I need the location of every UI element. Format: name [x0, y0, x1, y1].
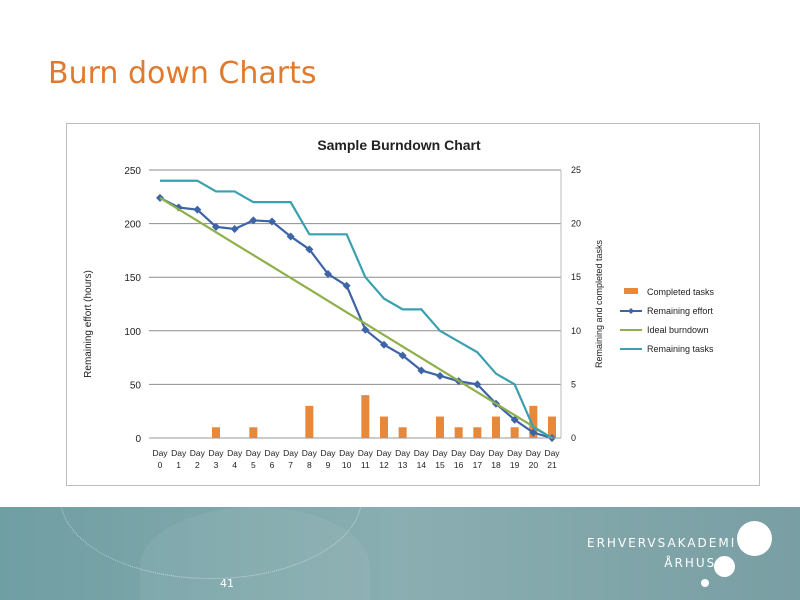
- marker-remaining-effort: [230, 224, 239, 233]
- x-tick-label: Day 8: [302, 448, 318, 470]
- x-tick-label: Day 0: [152, 448, 168, 470]
- y-axis-label: Remaining effort (hours): [83, 270, 94, 378]
- marker-remaining-effort: [361, 325, 370, 334]
- bar-completed-tasks: [473, 427, 482, 438]
- x-tick-label: Day 2: [190, 448, 206, 470]
- y2-tick-label: 10: [571, 326, 581, 336]
- x-tick-label: Day 6: [264, 448, 280, 470]
- y2-tick-label: 15: [571, 272, 581, 282]
- chart-title: Sample Burndown Chart: [317, 137, 481, 153]
- marker-remaining-effort: [529, 428, 538, 437]
- y2-tick-label: 0: [571, 433, 576, 443]
- bar-completed-tasks: [305, 405, 314, 438]
- bar-completed-tasks: [492, 416, 500, 438]
- marker-remaining-effort: [286, 232, 295, 241]
- chart-container: Sample Burndown Chart Remaining effort (…: [66, 123, 760, 486]
- legend-label: Remaining effort: [647, 306, 713, 316]
- y2-tick-label: 5: [571, 379, 576, 389]
- x-tick-label: Day 9: [320, 448, 336, 470]
- logo-line2: ÅRHUS: [664, 556, 717, 570]
- legend-label: Remaining tasks: [647, 344, 714, 354]
- legend-label: Ideal burndown: [647, 325, 709, 335]
- marker-remaining-effort: [398, 351, 407, 360]
- y-tick-label: 150: [124, 273, 141, 284]
- marker-remaining-effort: [212, 222, 220, 231]
- bar-completed-tasks: [361, 395, 370, 438]
- slide-title: Burn down Charts: [48, 56, 317, 91]
- y-tick-label: 250: [124, 166, 141, 177]
- x-tick-label: Day 20: [526, 448, 542, 470]
- bar-completed-tasks: [548, 416, 556, 438]
- marker-remaining-effort: [436, 371, 444, 380]
- marker-remaining-effort: [417, 366, 426, 375]
- y-tick-label: 200: [124, 220, 141, 231]
- logo-line1: ERHVERVSAKADEMI: [587, 536, 737, 550]
- x-tick-label: Day 21: [544, 448, 560, 470]
- line-remaining-tasks: [160, 179, 553, 439]
- y-tick-label: 50: [130, 380, 142, 391]
- y2-tick-label: 25: [571, 165, 581, 175]
- x-tick-label: Day 4: [227, 448, 243, 470]
- marker-remaining-effort: [380, 340, 388, 349]
- marker-remaining-effort: [193, 205, 202, 214]
- page-number: 41: [220, 577, 234, 590]
- y-tick-label: 100: [124, 327, 141, 338]
- bar-completed-tasks: [436, 416, 444, 438]
- x-tick-label: Day 11: [358, 448, 374, 470]
- x-tick-label: Day 3: [208, 448, 224, 470]
- marker-remaining-effort: [249, 216, 258, 225]
- marker-remaining-effort: [305, 245, 314, 254]
- marker-remaining-effort: [342, 281, 351, 290]
- x-tick-label: Day 10: [339, 448, 355, 470]
- y-tick-label: 0: [135, 434, 141, 445]
- bar-completed-tasks: [212, 427, 220, 438]
- logo-dot-medium: [714, 556, 735, 577]
- line-remaining-effort: [159, 196, 553, 440]
- x-tick-label: Day 5: [246, 448, 262, 470]
- bar-completed-tasks: [398, 427, 407, 438]
- logo-dot-large: [737, 521, 772, 556]
- x-tick-label: Day 7: [283, 448, 299, 470]
- y2-axis-label: Remaining and completed tasks: [594, 239, 604, 368]
- x-tick-label: Day 19: [507, 448, 523, 470]
- legend-swatch: [624, 288, 638, 294]
- legend-marker: [628, 308, 634, 314]
- x-tick-label: Day 15: [432, 448, 448, 470]
- y2-tick-label: 20: [571, 219, 581, 229]
- bar-completed-tasks: [454, 427, 463, 438]
- legend-label: Completed tasks: [647, 287, 715, 297]
- x-tick-label: Day 12: [376, 448, 392, 470]
- footer-band: [0, 507, 800, 600]
- marker-remaining-effort: [324, 269, 332, 278]
- x-tick-label: Day 13: [395, 448, 411, 470]
- marker-remaining-effort: [268, 217, 276, 226]
- bar-completed-tasks: [380, 416, 388, 438]
- x-tick-label: Day 17: [470, 448, 486, 470]
- bar-completed-tasks: [529, 405, 538, 438]
- x-tick-label: Day 1: [171, 448, 187, 470]
- x-tick-label: Day 18: [488, 448, 504, 470]
- logo: ERHVERVSAKADEMI ÅRHUS: [587, 533, 736, 573]
- logo-dot-small: [701, 579, 709, 587]
- x-tick-label: Day 16: [451, 448, 467, 470]
- line-ideal-burndown: [159, 196, 553, 439]
- marker-remaining-effort: [473, 380, 482, 389]
- x-tick-label: Day 14: [414, 448, 430, 470]
- burndown-chart: Sample Burndown Chart Remaining effort (…: [83, 137, 715, 470]
- bar-completed-tasks: [510, 427, 519, 438]
- bar-completed-tasks: [249, 427, 258, 438]
